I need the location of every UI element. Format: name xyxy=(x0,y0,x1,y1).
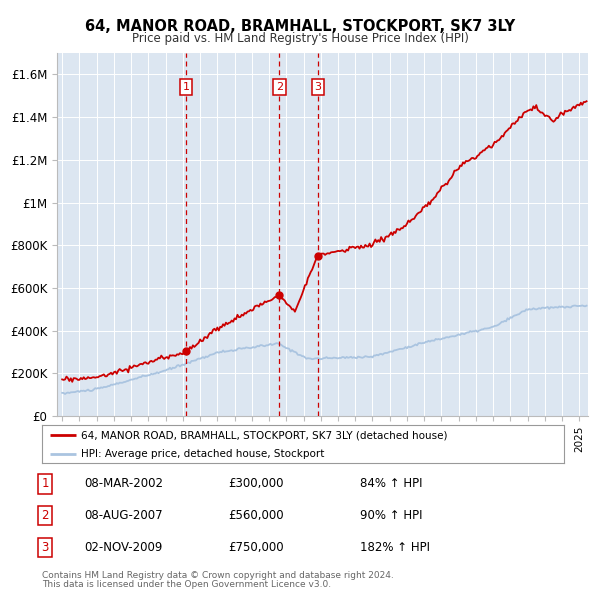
Text: Price paid vs. HM Land Registry's House Price Index (HPI): Price paid vs. HM Land Registry's House … xyxy=(131,32,469,45)
Text: 90% ↑ HPI: 90% ↑ HPI xyxy=(360,509,422,522)
Text: 3: 3 xyxy=(41,541,49,554)
Text: 08-AUG-2007: 08-AUG-2007 xyxy=(84,509,163,522)
Text: £300,000: £300,000 xyxy=(228,477,284,490)
Text: 2: 2 xyxy=(276,82,283,92)
Text: HPI: Average price, detached house, Stockport: HPI: Average price, detached house, Stoc… xyxy=(81,448,325,458)
Text: 3: 3 xyxy=(314,82,322,92)
Text: 08-MAR-2002: 08-MAR-2002 xyxy=(84,477,163,490)
Text: 1: 1 xyxy=(182,82,190,92)
Text: 02-NOV-2009: 02-NOV-2009 xyxy=(84,541,163,554)
Text: 64, MANOR ROAD, BRAMHALL, STOCKPORT, SK7 3LY: 64, MANOR ROAD, BRAMHALL, STOCKPORT, SK7… xyxy=(85,19,515,34)
Text: 84% ↑ HPI: 84% ↑ HPI xyxy=(360,477,422,490)
Text: £750,000: £750,000 xyxy=(228,541,284,554)
Text: 1: 1 xyxy=(41,477,49,490)
Text: 64, MANOR ROAD, BRAMHALL, STOCKPORT, SK7 3LY (detached house): 64, MANOR ROAD, BRAMHALL, STOCKPORT, SK7… xyxy=(81,430,448,440)
Text: 182% ↑ HPI: 182% ↑ HPI xyxy=(360,541,430,554)
Text: Contains HM Land Registry data © Crown copyright and database right 2024.: Contains HM Land Registry data © Crown c… xyxy=(42,571,394,581)
Text: 2: 2 xyxy=(41,509,49,522)
Text: £560,000: £560,000 xyxy=(228,509,284,522)
Text: This data is licensed under the Open Government Licence v3.0.: This data is licensed under the Open Gov… xyxy=(42,579,331,589)
